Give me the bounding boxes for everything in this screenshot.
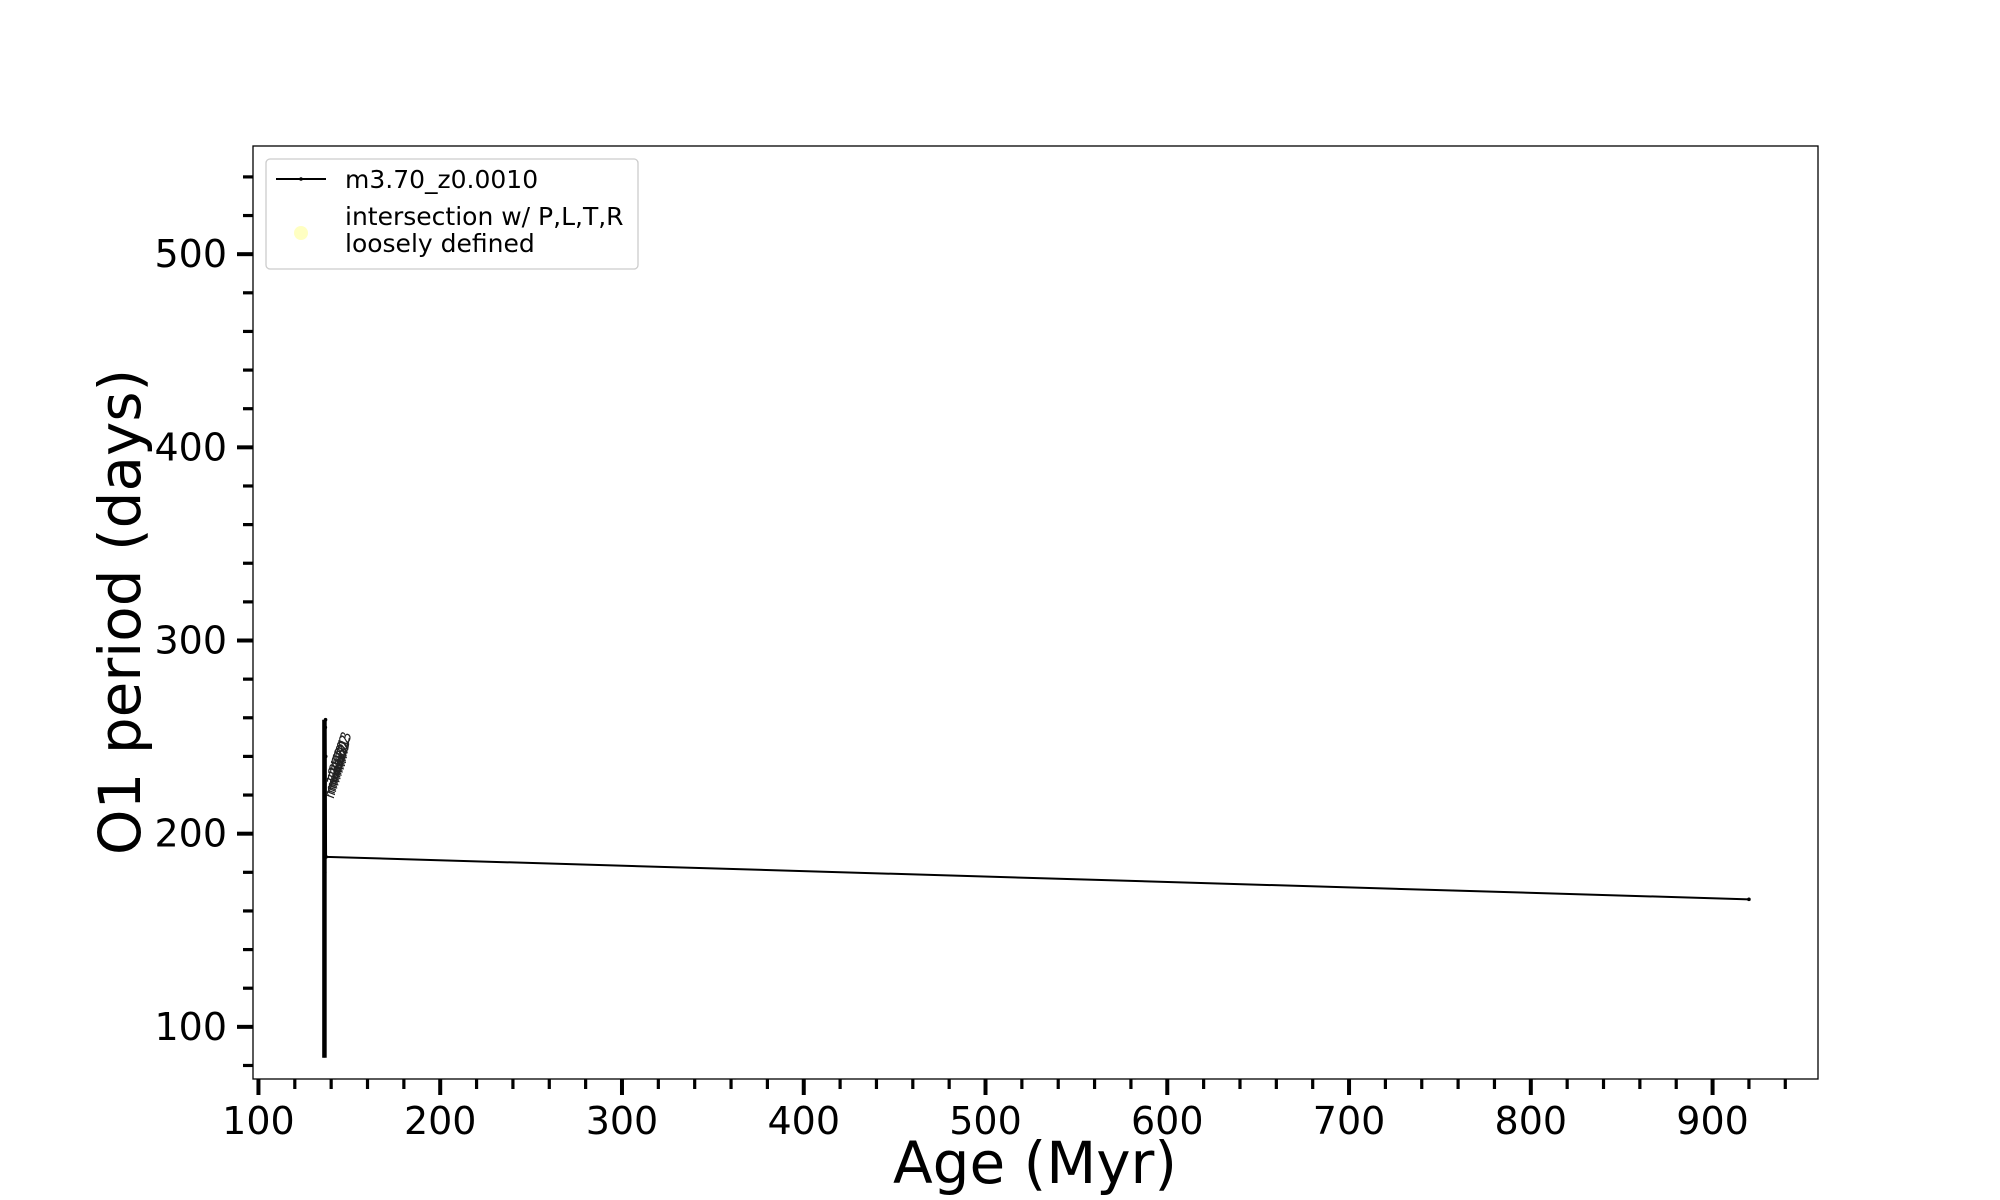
y-axis-ticks: 100 200 300 400 500	[154, 175, 253, 1068]
data-point	[322, 909, 327, 913]
x-tick-label: 700	[1313, 1099, 1386, 1143]
point-label: m14	[324, 759, 345, 793]
point-label: m19	[330, 743, 351, 777]
x-tick-label: 200	[404, 1099, 477, 1143]
x-tick-label: 100	[222, 1099, 295, 1143]
x-tick-label: 800	[1495, 1099, 1568, 1143]
data-point	[323, 793, 327, 797]
data-point	[323, 754, 328, 759]
point-label: m18	[328, 747, 349, 781]
data-point	[322, 1025, 327, 1029]
x-axis-title: Age (Myr)	[893, 1129, 1177, 1197]
point-label: m12	[322, 766, 343, 800]
x-tick-label: 500	[949, 1099, 1022, 1143]
point-label: m21	[332, 737, 353, 771]
y-tick-label: 500	[154, 232, 227, 276]
legend-line-marker	[299, 177, 303, 181]
plot-area	[252, 145, 1819, 1080]
data-point	[322, 986, 327, 991]
point-label: m17	[327, 750, 348, 784]
y-tick-label: 100	[154, 1005, 227, 1049]
legend-intersection-marker	[294, 226, 308, 240]
x-tick-label: 600	[1131, 1099, 1204, 1143]
legend: m3.70_z0.0010 intersection w/ P,L,T,R lo…	[265, 158, 639, 270]
y-tick-label: 300	[154, 619, 227, 663]
y-tick-label: 400	[154, 425, 227, 469]
point-label: m22	[333, 734, 354, 768]
legend-intersection-label-line2: loosely defined	[345, 229, 535, 258]
data-point	[323, 831, 327, 836]
point-label: m16	[326, 753, 347, 787]
x-axis-ticks: 100 200 300 400 500 600 700 800 900	[222, 1079, 1787, 1143]
data-point	[1747, 897, 1751, 902]
data-point	[322, 870, 327, 875]
legend-intersection-label-line1: intersection w/ P,L,T,R	[345, 202, 624, 231]
data-point	[322, 1054, 327, 1058]
data-point	[324, 855, 328, 859]
data-point	[323, 717, 328, 722]
y-tick-label: 200	[154, 812, 227, 856]
x-tick-label: 400	[767, 1099, 840, 1143]
legend-box	[265, 158, 639, 270]
data-point	[323, 725, 328, 730]
point-label: m13	[323, 763, 344, 797]
series-layer	[322, 717, 1751, 1058]
x-tick-label: 900	[1676, 1099, 1749, 1143]
point-label: m23	[334, 731, 355, 765]
data-point	[322, 947, 327, 952]
y-axis-title: O1 period (days)	[86, 369, 154, 855]
point-label: m20	[331, 740, 352, 774]
legend-series-label: m3.70_z0.0010	[345, 165, 538, 194]
point-label: m15	[325, 756, 346, 790]
x-tick-label: 300	[586, 1099, 659, 1143]
